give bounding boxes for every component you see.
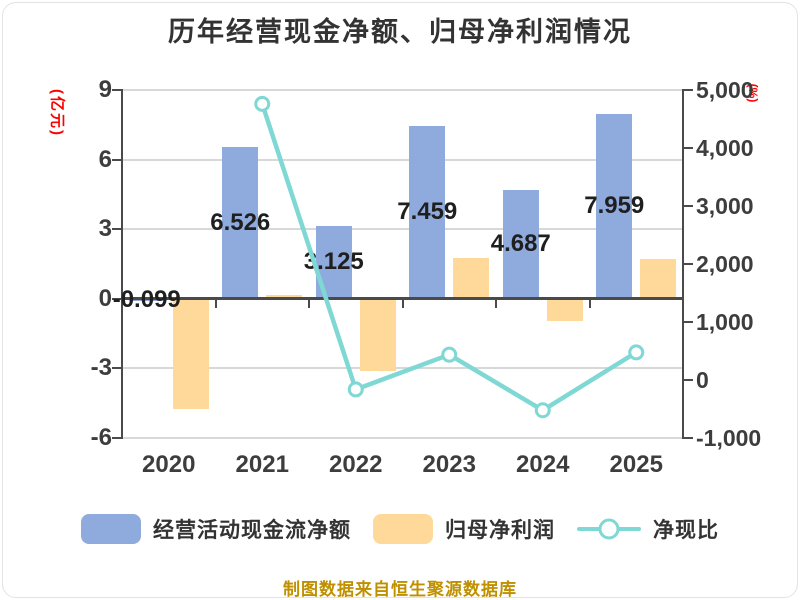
legend-item-label: 归母净利润 [445, 519, 555, 542]
axis-line-left [121, 89, 123, 439]
bar-data-label: 3.125 [303, 248, 364, 276]
legend-item: 净现比 [577, 514, 719, 544]
ratio-line-point [628, 344, 645, 361]
legend-item-label: 净现比 [653, 519, 719, 542]
legend-line-icon-marker [598, 518, 620, 540]
left-axis-tick-label: 0 [98, 284, 112, 312]
left-axis-tick-label: 6 [98, 145, 112, 173]
legend-item: 经营活动现金流净额 [81, 514, 351, 544]
ratio-line-point [347, 381, 364, 398]
bar-net-profit [640, 259, 677, 299]
right-axis-tick-label: -1,000 [696, 424, 762, 451]
right-axis-tick-label: 2,000 [696, 250, 754, 277]
chart-footer: 制图数据来自恒生聚源数据库 [283, 580, 517, 599]
chart-title: 历年经营现金净额、归母净利润情况 [168, 17, 632, 47]
x-axis-tick-label: 2025 [609, 451, 663, 478]
x-axis-tick [308, 298, 310, 308]
right-axis-tick-label: 1,000 [696, 308, 754, 335]
right-axis-tick-label: 3,000 [696, 192, 754, 219]
left-axis-tick-label: -3 [90, 354, 112, 381]
x-axis-tick-label: 2022 [329, 451, 383, 478]
gridline [122, 436, 683, 439]
x-axis-tick-label: 2020 [142, 451, 196, 478]
left-axis-tick [112, 89, 121, 91]
right-axis-tick [684, 89, 693, 91]
right-axis-tick-label: 4,000 [696, 134, 754, 161]
legend: 经营活动现金流净额 归母净利润 净现比 [0, 514, 800, 544]
legend-swatch-net-profit [373, 514, 433, 544]
right-axis-tick [684, 262, 693, 265]
right-axis-tick [684, 378, 693, 381]
bar-net-profit [453, 258, 490, 299]
right-axis-tick [684, 204, 693, 207]
left-axis-tick-label: 9 [98, 76, 112, 103]
bar-net-profit [359, 298, 396, 372]
x-axis-tick-label: 2023 [422, 451, 476, 478]
bar-data-label: 6.526 [210, 208, 271, 236]
bar-net-profit [172, 298, 209, 409]
right-axis-tick-label: 0 [696, 366, 709, 393]
left-axis-tick [112, 158, 121, 161]
bar-data-label: 4.687 [490, 230, 551, 258]
bar-cash-flow [222, 147, 259, 299]
legend-item-label: 经营活动现金流净额 [153, 519, 351, 542]
right-axis-tick [684, 436, 693, 439]
x-axis-tick-label: 2021 [235, 451, 289, 478]
left-axis-tick [112, 436, 121, 439]
x-axis-tick [401, 298, 404, 308]
left-axis-tick-label: -6 [90, 423, 112, 451]
axis-line-right [682, 89, 684, 439]
x-axis-tick [495, 298, 497, 308]
x-axis-tick [214, 298, 217, 308]
left-axis-tick [112, 367, 121, 369]
x-axis-tick [588, 298, 591, 308]
right-axis-tick [684, 320, 693, 323]
left-axis-tick-label: 3 [98, 215, 112, 242]
gridline [122, 89, 683, 91]
right-axis-tick-label: 5,000 [696, 77, 754, 103]
legend-line-icon [577, 518, 641, 540]
bar-net-profit [546, 298, 583, 322]
x-axis-tick-label: 2024 [516, 451, 570, 478]
legend-swatch-cash-flow [81, 514, 141, 544]
ratio-line-point [441, 346, 458, 363]
legend-item: 归母净利润 [373, 514, 555, 544]
bar-data-label: 7.459 [397, 198, 458, 226]
right-axis-tick [684, 146, 693, 149]
left-axis-tick [112, 297, 121, 300]
bar-data-label: -0.099 [112, 285, 181, 313]
ratio-line-point [254, 95, 271, 112]
ratio-line-point [534, 402, 551, 419]
left-axis-tick [112, 228, 121, 230]
bar-data-label: 7.959 [584, 192, 645, 220]
